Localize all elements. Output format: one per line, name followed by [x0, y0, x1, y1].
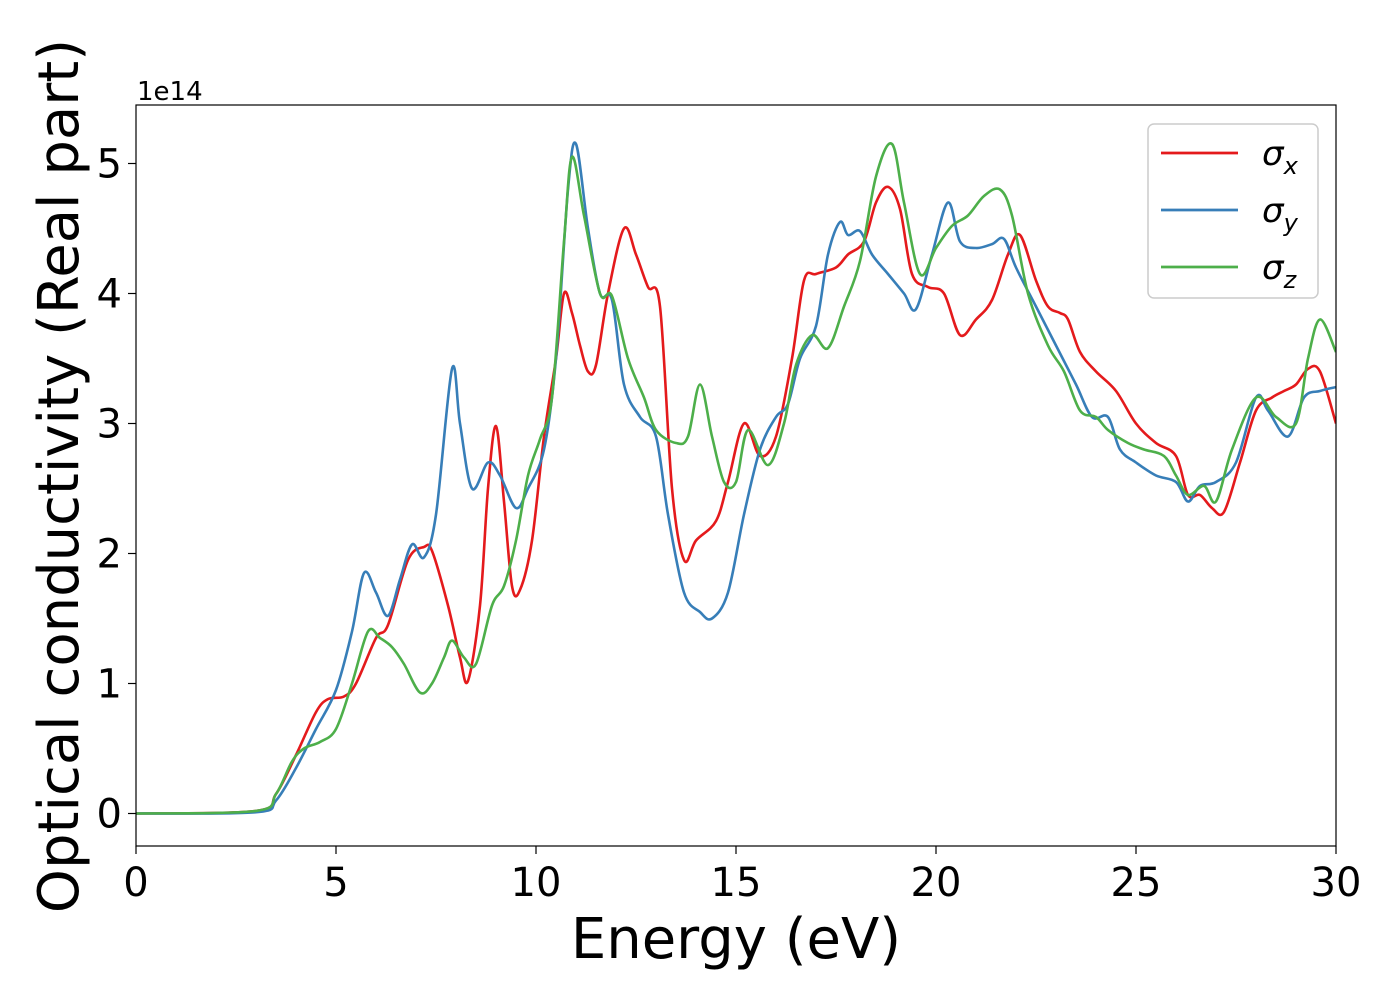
- x-tick-label: 10: [511, 860, 562, 906]
- legend-symbol: σ: [1262, 248, 1285, 288]
- legend-subscript: z: [1283, 266, 1298, 294]
- y-tick-label: 2: [97, 532, 122, 578]
- series-line-sigma-x: [136, 185, 1336, 815]
- legend-symbol: σ: [1262, 191, 1285, 231]
- legend-symbol: σ: [1262, 134, 1285, 174]
- x-axis-title: Energy (eV): [571, 907, 901, 972]
- series-line-sigma-z: [136, 142, 1336, 815]
- x-tick-label: 5: [323, 860, 348, 906]
- legend-label-sigma-y: σy: [1262, 191, 1299, 237]
- y-tick-label: 4: [97, 272, 122, 318]
- x-tick-label: 20: [911, 860, 962, 906]
- y-axis-offset-label: 1e14: [137, 77, 203, 107]
- y-tick-label: 0: [97, 792, 122, 838]
- y-axis-title: Optical conductivity (Real part): [27, 39, 92, 913]
- series-line-sigma-y: [136, 141, 1336, 815]
- legend-label-sigma-z: σz: [1262, 248, 1298, 294]
- x-tick-label: 25: [1111, 860, 1162, 906]
- x-tick-label: 30: [1311, 860, 1362, 906]
- legend-label-sigma-x: σx: [1262, 134, 1299, 180]
- x-tick-label: 0: [123, 860, 148, 906]
- y-tick-label: 5: [97, 142, 122, 188]
- y-tick-label: 3: [97, 402, 122, 448]
- x-tick-label: 15: [711, 860, 762, 906]
- legend-subscript: x: [1283, 152, 1299, 180]
- axis-ticks: 0 5 10 15 20 25 30 0 1 2 3 4 5: [97, 142, 1362, 907]
- legend-subscript: y: [1283, 209, 1299, 237]
- series-layer: [136, 141, 1336, 815]
- y-tick-label: 1: [97, 662, 122, 708]
